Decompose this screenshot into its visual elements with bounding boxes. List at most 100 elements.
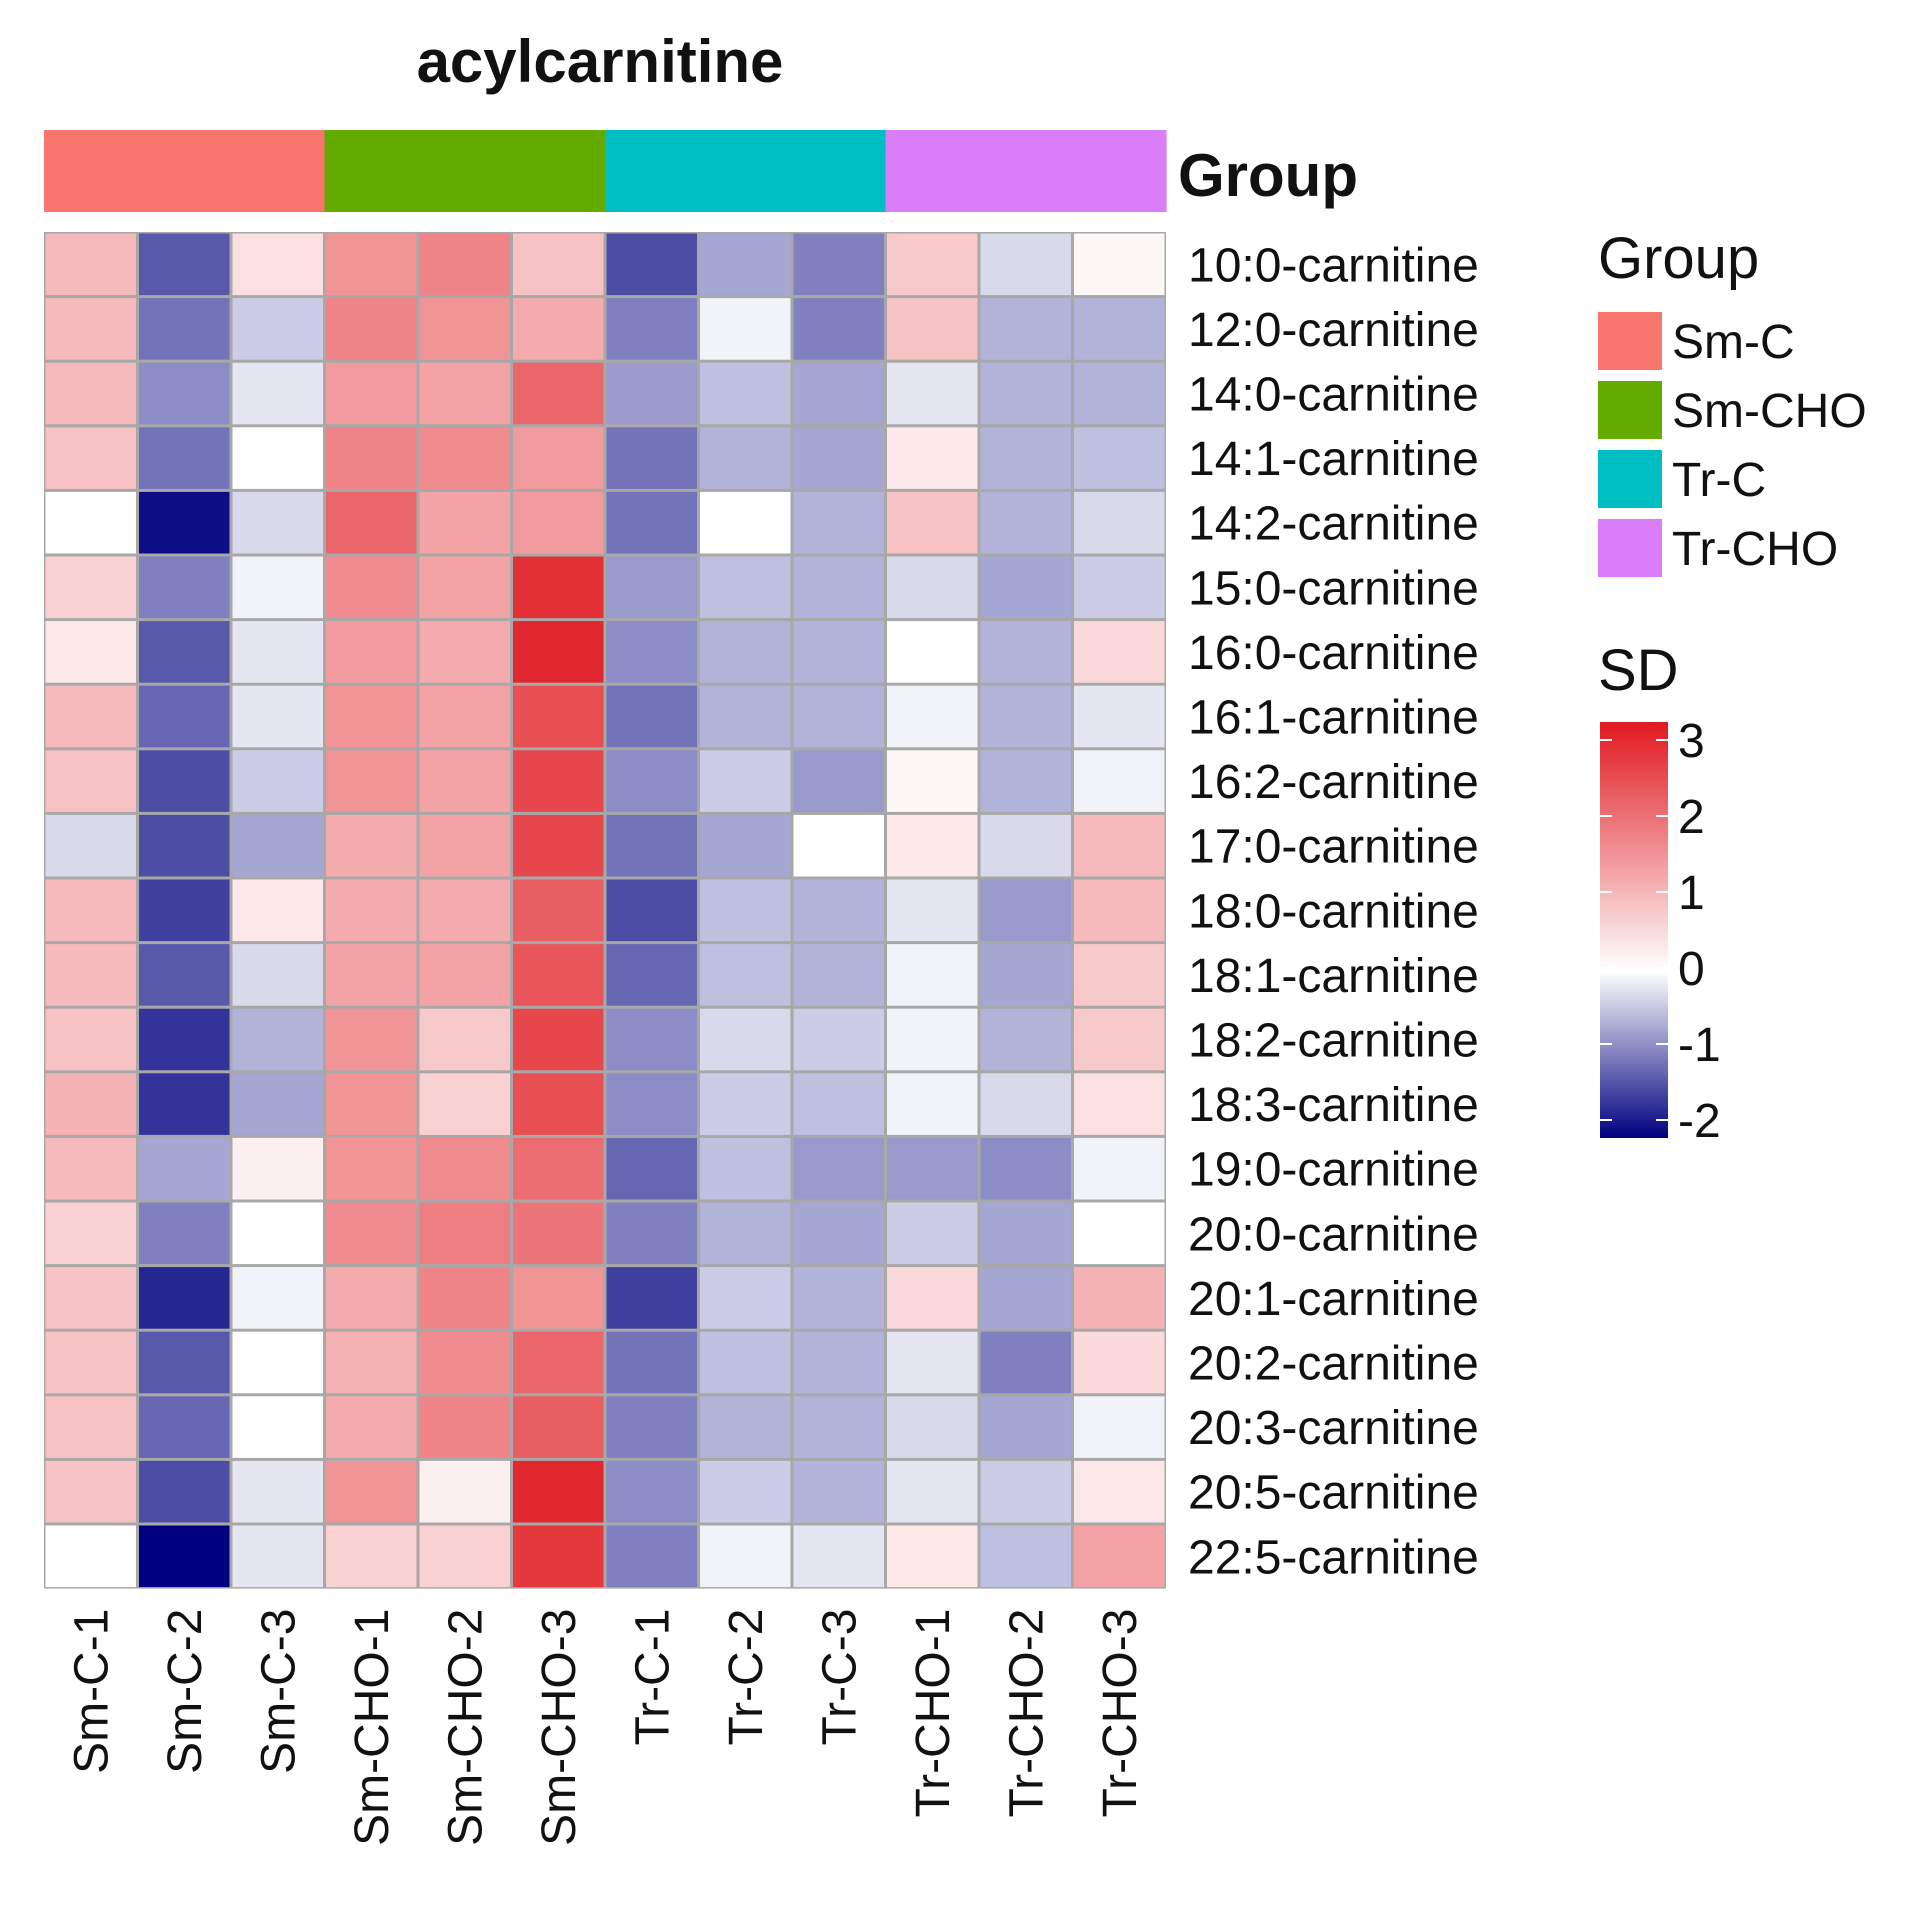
heatmap-cell <box>793 1267 884 1329</box>
heatmap-cell <box>513 1396 604 1458</box>
colorbar-gradient <box>1600 722 1668 1138</box>
row-label: 18:3-carnitine <box>1188 1079 1479 1132</box>
heatmap-cell <box>232 491 323 554</box>
column-label: Sm-CHO-3 <box>533 1609 586 1846</box>
heatmap-cell <box>793 1460 884 1523</box>
heatmap-cell <box>139 362 230 425</box>
heatmap-cell <box>793 1525 884 1588</box>
heatmap-cell <box>606 1137 697 1200</box>
heatmap-cell <box>232 427 323 489</box>
heatmap-cell <box>513 685 604 748</box>
heatmap-cell <box>513 491 604 554</box>
heatmap-cell <box>980 1525 1071 1588</box>
heatmap-cell <box>326 1202 417 1265</box>
heatmap-cell <box>1074 685 1165 748</box>
heatmap-cell <box>139 1396 230 1458</box>
heatmap-cell <box>1074 879 1165 942</box>
heatmap-cell <box>887 1073 978 1135</box>
heatmap-cell <box>980 814 1071 877</box>
heatmap-cell <box>980 1073 1071 1135</box>
heatmap-cell <box>513 556 604 619</box>
heatmap-cell <box>139 1008 230 1071</box>
column-label: Tr-CHO-2 <box>1001 1609 1054 1818</box>
heatmap-cell <box>887 879 978 942</box>
heatmap-cell <box>606 298 697 360</box>
column-label: Sm-C-3 <box>253 1609 306 1774</box>
heatmap-cell <box>232 362 323 425</box>
heatmap-cell <box>887 1525 978 1588</box>
row-label: 20:3-carnitine <box>1188 1402 1479 1455</box>
heatmap-cell <box>700 556 791 619</box>
heatmap-cell <box>793 362 884 425</box>
heatmap-cell <box>887 1396 978 1458</box>
heatmap-cell <box>606 491 697 554</box>
heatmap-cell <box>513 1525 604 1588</box>
heatmap-cell <box>793 621 884 683</box>
heatmap-cell <box>980 1267 1071 1329</box>
heatmap-cell <box>1074 233 1165 296</box>
heatmap-cell <box>606 1331 697 1394</box>
heatmap-cell <box>980 1396 1071 1458</box>
heatmap-cell <box>700 427 791 489</box>
heatmap-cell <box>139 814 230 877</box>
heatmap-cell <box>326 1137 417 1200</box>
heatmap-cell <box>887 491 978 554</box>
heatmap-cell <box>326 814 417 877</box>
heatmap-cell <box>700 1525 791 1588</box>
heatmap-cell <box>139 233 230 296</box>
heatmap-cell <box>980 1331 1071 1394</box>
heatmap-cell <box>513 1202 604 1265</box>
group-bar-cell <box>885 130 980 212</box>
heatmap-cell <box>1074 298 1165 360</box>
heatmap-cells <box>44 232 1166 1589</box>
heatmap-cell <box>513 879 604 942</box>
heatmap-cell <box>887 1331 978 1394</box>
heatmap-cell <box>980 944 1071 1006</box>
heatmap-cell <box>887 1267 978 1329</box>
heatmap-cell <box>513 1008 604 1071</box>
heatmap-cell <box>700 1267 791 1329</box>
heatmap-cell <box>513 621 604 683</box>
heatmap-cell <box>139 298 230 360</box>
colorbar-tick-label: 1 <box>1678 867 1705 920</box>
heatmap-cell <box>1074 1073 1165 1135</box>
row-label: 14:2-carnitine <box>1188 498 1479 551</box>
heatmap-cell <box>606 685 697 748</box>
heatmap-cell <box>793 491 884 554</box>
heatmap-cell <box>513 750 604 812</box>
row-label: 16:0-carnitine <box>1188 627 1479 680</box>
heatmap-cell <box>1074 1396 1165 1458</box>
row-label: 18:2-carnitine <box>1188 1015 1479 1068</box>
heatmap-cell <box>1074 491 1165 554</box>
group-bar-cell <box>418 130 513 212</box>
heatmap-cell <box>326 621 417 683</box>
heatmap-cell <box>326 1073 417 1135</box>
heatmap-cell <box>606 1525 697 1588</box>
heatmap-cell <box>513 1137 604 1200</box>
heatmap-cell <box>887 685 978 748</box>
legend-swatch <box>1598 381 1662 439</box>
group-bar-cell <box>605 130 700 212</box>
heatmap-cell <box>1074 362 1165 425</box>
row-label: 20:5-carnitine <box>1188 1467 1479 1520</box>
group-bar-cell <box>698 130 793 212</box>
heatmap-cell <box>793 814 884 877</box>
heatmap-cell <box>1074 556 1165 619</box>
heatmap-cell <box>700 1331 791 1394</box>
column-labels: Sm-C-1 Sm-C-2 Sm-C-3 Sm-CHO-1 Sm-CHO-2 Sm-CHO… <box>66 1609 1148 1846</box>
heatmap-cell <box>232 1331 323 1394</box>
heatmap-cell <box>793 1073 884 1135</box>
group-annotation-bar <box>44 130 1167 212</box>
column-label: Sm-C-2 <box>159 1609 212 1774</box>
heatmap-cell <box>232 1137 323 1200</box>
group-bar-cell <box>511 130 606 212</box>
heatmap-cell <box>793 1008 884 1071</box>
heatmap-cell <box>513 944 604 1006</box>
heatmap-cell <box>232 1073 323 1135</box>
heatmap-cell <box>419 685 510 748</box>
heatmap-cell <box>45 814 136 877</box>
heatmap-cell <box>232 1525 323 1588</box>
heatmap-cell <box>1074 1137 1165 1200</box>
heatmap-cell <box>513 1073 604 1135</box>
colorbar-tick-label: 3 <box>1678 715 1705 768</box>
